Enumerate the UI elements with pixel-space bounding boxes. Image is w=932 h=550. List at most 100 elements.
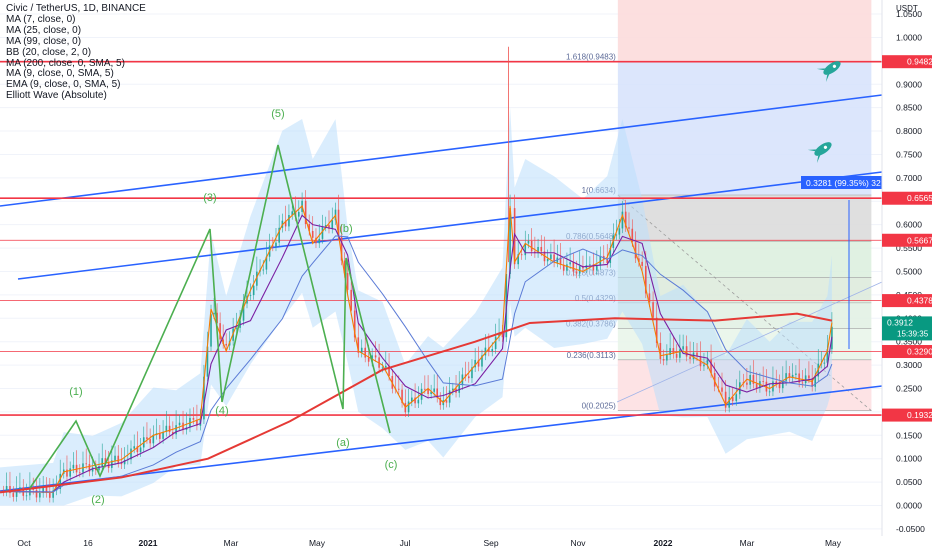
candle-body — [139, 447, 142, 453]
candle-body — [252, 285, 255, 296]
candle-body — [596, 265, 598, 271]
candle-body — [398, 388, 400, 390]
legend-ema9[interactable]: EMA (9, close, 0, SMA, 5) — [6, 79, 121, 91]
legend-ma99[interactable]: MA (99, close, 0) — [6, 35, 82, 47]
candle-body — [130, 448, 132, 460]
x-tick-label: Jul — [400, 538, 411, 548]
candle-body — [350, 289, 352, 311]
candle-body — [168, 425, 171, 433]
candle-body — [353, 310, 356, 338]
candle-body — [213, 312, 215, 315]
legend-ma7[interactable]: MA (7, close, 0) — [6, 13, 76, 25]
rocket-window — [823, 145, 828, 149]
candle-body — [104, 458, 107, 463]
risk-zone-top — [617, 0, 872, 62]
candle-body — [618, 228, 621, 235]
candle-body — [271, 245, 274, 247]
candle-body — [59, 473, 62, 490]
candle-body — [159, 433, 161, 439]
candle-body — [826, 349, 829, 363]
candle-body — [566, 264, 568, 271]
candle-body — [666, 354, 668, 361]
candle-body — [278, 227, 280, 243]
candle-body — [433, 388, 435, 392]
candle-body — [69, 468, 71, 477]
legend-elliott-wave[interactable]: Elliott Wave (Absolute) — [6, 90, 107, 102]
candle-body — [721, 387, 723, 392]
candle-body — [621, 211, 624, 229]
candle-body — [291, 211, 294, 216]
candle-body — [152, 434, 155, 444]
candle-body — [615, 234, 618, 236]
candle-body — [762, 381, 764, 382]
candle-body — [791, 374, 794, 379]
candle-body — [308, 223, 310, 231]
candle-body — [458, 385, 461, 393]
legend-ma25[interactable]: MA (25, close, 0) — [6, 24, 82, 36]
candle-body — [631, 228, 634, 243]
parallel-guide — [616, 281, 883, 403]
candle-body — [562, 264, 565, 271]
candle-body — [527, 240, 530, 244]
candle-body — [178, 422, 181, 426]
candle-body — [385, 365, 387, 368]
candle-body — [414, 397, 416, 404]
countdown: 15:39:35 — [897, 329, 929, 338]
candle-body — [768, 391, 771, 393]
candle-body — [679, 349, 681, 358]
candle-body — [467, 376, 470, 379]
candle-body — [357, 337, 360, 353]
candle-body — [592, 264, 595, 271]
candle-body — [262, 269, 265, 271]
candle-body — [165, 425, 168, 432]
candle-body — [360, 347, 363, 353]
legend-ma9[interactable]: MA (9, close, 0, SMA, 5) — [6, 68, 114, 80]
time-axis-bg — [0, 536, 932, 550]
candle-body — [85, 463, 87, 465]
candle-body — [814, 376, 817, 387]
legend-bb[interactable]: BB (20, close, 2, 0) — [6, 46, 92, 58]
wave-label: (b) — [339, 223, 352, 235]
wave-label: (3) — [203, 192, 216, 204]
y-tick-label: 0.8500 — [896, 103, 922, 113]
level-tag-bg — [882, 55, 932, 69]
candle-body — [49, 492, 51, 498]
rocket-fin — [825, 73, 830, 83]
level-tag: 0.3290 — [907, 347, 932, 357]
fib-label: 0(0.2025) — [582, 402, 617, 411]
level-tag: 0.9482 — [907, 57, 932, 67]
candle-body — [242, 303, 245, 321]
candle-body — [346, 273, 349, 290]
y-tick-label: 0.9000 — [896, 79, 922, 89]
legend-ma200[interactable]: MA (200, close, 0, SMA, 5) — [6, 57, 125, 69]
candle-body — [206, 346, 209, 377]
candle-body — [662, 359, 665, 361]
channel-mid — [17, 171, 883, 280]
candle-body — [520, 254, 523, 256]
candle-body — [648, 293, 651, 303]
rocket-icon — [816, 61, 841, 83]
fib-label: 1.618(0.9483) — [566, 53, 616, 62]
candle-body — [430, 391, 432, 394]
candle-body — [265, 256, 268, 270]
price-axis-bg — [882, 0, 932, 550]
y-tick-label: 0.2500 — [896, 383, 922, 393]
candle-body — [52, 490, 54, 498]
candle-body — [149, 439, 151, 444]
candle-body — [175, 425, 177, 435]
candle-body — [634, 242, 637, 259]
candle-body — [340, 235, 343, 261]
x-tick-label: 16 — [83, 538, 93, 548]
wave-label: (c) — [385, 459, 398, 471]
y-tick-label: 1.0500 — [896, 9, 922, 19]
candle-body — [710, 359, 712, 374]
candle-body — [298, 211, 300, 217]
candle-body — [123, 459, 126, 465]
candle-body — [599, 255, 602, 266]
candle-body — [367, 357, 370, 362]
x-tick-label: 2021 — [139, 538, 158, 548]
candle-body — [5, 486, 8, 492]
wave-label: (1) — [69, 386, 82, 398]
candle-body — [788, 373, 791, 379]
